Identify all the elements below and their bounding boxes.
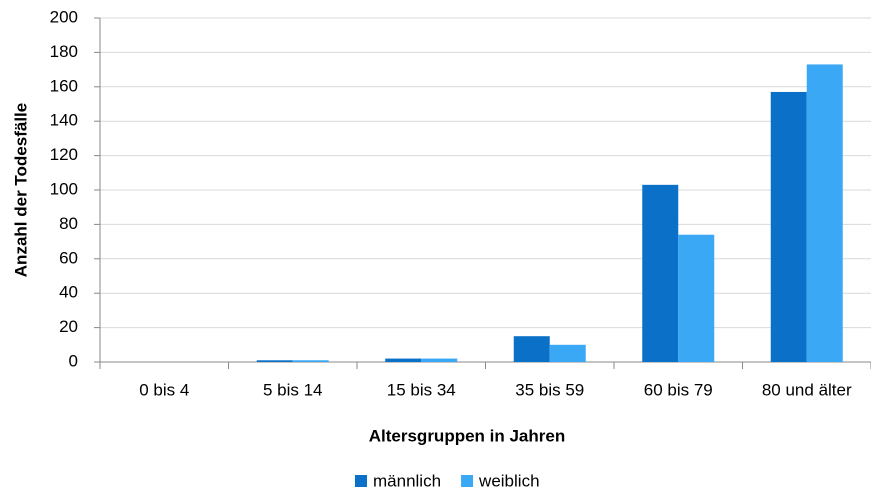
y-axis-title: Anzahl der Todesfälle <box>11 103 30 277</box>
bar <box>806 64 843 362</box>
bar <box>678 234 715 362</box>
x-tick-label: 35 bis 59 <box>515 380 584 399</box>
bar <box>549 344 586 362</box>
bar <box>770 91 807 363</box>
y-tick-label: 100 <box>50 179 78 198</box>
x-tick-label: 5 bis 14 <box>263 380 323 399</box>
y-tick-label: 120 <box>50 145 78 164</box>
x-tick-label: 15 bis 34 <box>387 380 456 399</box>
x-tick-label: 0 bis 4 <box>139 380 189 399</box>
bar <box>513 336 550 362</box>
y-tick-label: 0 <box>69 351 78 370</box>
y-tick-label: 80 <box>59 214 78 233</box>
legend-swatch <box>461 475 474 487</box>
bar <box>385 358 422 362</box>
bar <box>421 358 458 362</box>
legend-swatch <box>355 475 367 487</box>
y-tick-label: 180 <box>50 42 78 61</box>
bar <box>292 360 329 362</box>
x-axis-title: Altersgruppen in Jahren <box>369 426 565 445</box>
y-tick-label: 20 <box>59 317 78 336</box>
bar <box>642 184 679 362</box>
x-tick-label: 60 bis 79 <box>644 380 713 399</box>
bar <box>256 360 293 362</box>
y-tick-label: 40 <box>59 283 78 302</box>
y-tick-label: 60 <box>59 248 78 267</box>
y-tick-label: 200 <box>50 7 78 26</box>
x-tick-label: 80 und älter <box>762 380 852 399</box>
legend-label: weiblich <box>478 471 539 490</box>
y-tick-label: 140 <box>50 111 78 130</box>
y-tick-label: 160 <box>50 76 78 95</box>
legend-label: männlich <box>373 471 441 490</box>
